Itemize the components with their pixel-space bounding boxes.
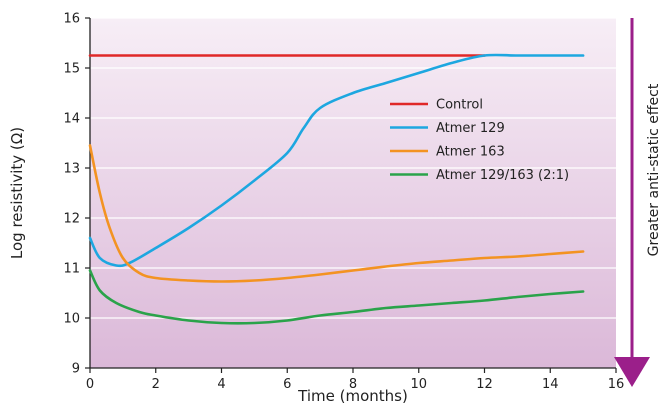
y-tick-label: 14 xyxy=(63,112,80,127)
y-tick-label: 15 xyxy=(63,62,80,77)
anti-static-label: Greater anti-static effect xyxy=(646,83,662,256)
legend-label-atmer-163: Atmer 163 xyxy=(436,145,505,160)
x-tick-label: 12 xyxy=(476,377,493,392)
y-tick-label: 12 xyxy=(63,212,80,227)
x-tick-label: 6 xyxy=(283,377,291,392)
y-tick-label: 13 xyxy=(63,162,80,177)
grid-lines xyxy=(90,17,616,319)
tick-labels: 0 2 4 6 8 10 12 14 16 9 10 11 12 13 14 15 16 xyxy=(63,12,624,393)
plot-background xyxy=(90,18,616,368)
y-tick-label: 11 xyxy=(63,262,80,277)
x-tick-label: 16 xyxy=(608,377,625,392)
x-tick-label: 0 xyxy=(86,377,94,392)
x-axis-title: Time (months) xyxy=(297,387,408,405)
legend-label-atmer-129: Atmer 129 xyxy=(436,121,505,136)
y-tick-label: 10 xyxy=(63,312,80,327)
legend-label-control: Control xyxy=(436,98,483,113)
series-line-atmer-163 xyxy=(88,144,585,283)
series-lines xyxy=(88,53,585,325)
legend-label-atmer-129-163-2-1: Atmer 129/163 (2:1) xyxy=(436,168,569,183)
legend: Control Atmer 129 Atmer 163 Atmer 129/163 (… xyxy=(390,98,569,183)
y-tick-label: 16 xyxy=(63,12,80,27)
x-tick-label: 4 xyxy=(217,377,225,392)
series-line-atmer-129 xyxy=(88,53,585,268)
y-axis-title: Log resistivity (Ω) xyxy=(8,127,26,259)
series-line-atmer-129-163-2-1 xyxy=(88,269,585,325)
x-tick-label: 14 xyxy=(542,377,559,392)
x-tick-label: 8 xyxy=(349,377,357,392)
y-tick-label: 9 xyxy=(72,362,80,377)
x-tick-label: 2 xyxy=(152,377,160,392)
x-tick-label: 10 xyxy=(410,377,427,392)
